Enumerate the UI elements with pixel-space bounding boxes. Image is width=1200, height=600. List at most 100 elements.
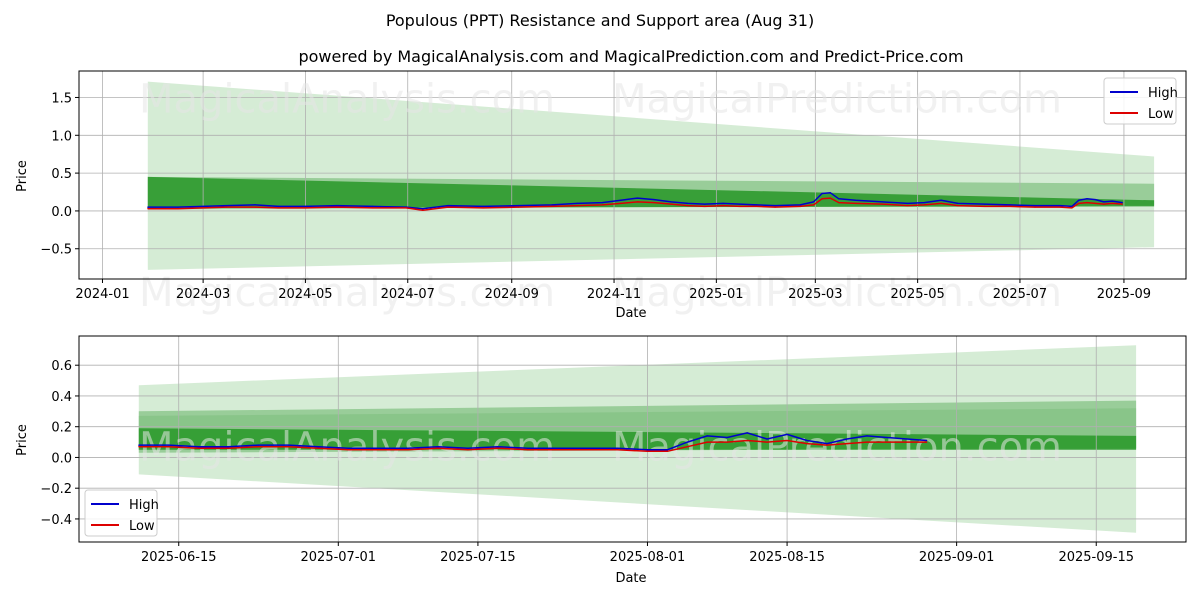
data-point-low — [147, 208, 149, 210]
x-tick-label: 2024-01 — [75, 287, 129, 302]
data-point-high — [1111, 200, 1113, 202]
data-point-low — [774, 206, 776, 208]
axes-frame-bottom — [78, 335, 1187, 543]
x-tick-label: 2024-09 — [485, 287, 539, 302]
y-tick-label: 0.2 — [51, 421, 72, 436]
data-point-low — [866, 441, 868, 443]
data-point-low — [347, 449, 349, 451]
x-tick-label: 2025-08-01 — [610, 550, 686, 565]
data-point-low — [1111, 202, 1113, 204]
data-point-low — [926, 441, 928, 443]
data-point-high — [670, 201, 672, 203]
data-point-high — [620, 199, 622, 201]
data-point-high — [636, 197, 639, 199]
x-tick-label: 2025-07-15 — [440, 550, 516, 565]
data-point-low — [670, 203, 672, 205]
data-point-high — [646, 449, 649, 451]
y-tick-label: −0.2 — [40, 482, 72, 497]
data-point-low — [467, 449, 469, 451]
data-point-high — [838, 198, 840, 200]
data-point-low — [371, 207, 374, 209]
data-point-high — [437, 446, 439, 448]
data-point-high — [422, 208, 424, 210]
data-point-low — [766, 441, 768, 443]
y-tick-label: 0.4 — [51, 390, 72, 405]
series-lines-bottom — [138, 432, 928, 453]
data-point-high — [517, 205, 520, 207]
data-point-low — [829, 197, 832, 199]
data-point-high — [198, 446, 200, 448]
data-point-low — [1086, 202, 1088, 204]
data-point-low — [168, 446, 170, 448]
data-point-high — [226, 205, 228, 207]
data-point-high — [576, 202, 578, 204]
data-point-high — [317, 446, 319, 448]
data-point-low — [799, 205, 801, 207]
bands-top — [147, 81, 1155, 270]
data-point-low — [1034, 206, 1036, 208]
data-point-low — [726, 441, 728, 443]
data-point-low — [198, 447, 200, 449]
data-point-low — [278, 207, 280, 209]
data-point-low — [138, 446, 140, 448]
data-point-high — [347, 447, 349, 449]
legend-label-high: High — [1148, 86, 1178, 101]
legend-label-low: Low — [129, 519, 155, 534]
data-point-low — [228, 447, 230, 449]
data-point-high — [653, 199, 655, 201]
data-point-low — [527, 449, 529, 451]
data-point-high — [287, 444, 289, 446]
data-point-low — [739, 205, 741, 207]
data-point-low — [646, 450, 649, 452]
axes-frame-top — [78, 70, 1187, 280]
data-point-high — [855, 199, 857, 201]
data-point-low — [746, 439, 748, 442]
data-point-low — [377, 449, 379, 451]
data-point-high — [147, 206, 149, 208]
data-point-low — [1071, 207, 1073, 209]
data-point-low — [497, 447, 499, 449]
ticks-bottom: 2025-06-15 2025-07-01 2025-07-15 2025-08-01… — [40, 359, 1134, 565]
data-point-low — [1103, 203, 1105, 205]
data-point-high — [407, 447, 409, 449]
data-point-high — [739, 203, 741, 205]
series-lines-top — [147, 192, 1123, 211]
band-light-top — [147, 81, 1155, 270]
data-point-low — [855, 202, 857, 204]
data-point-high — [881, 201, 884, 203]
data-point-low — [1059, 206, 1061, 208]
figure-suptitle: Populous (PPT) Resistance and Support ar… — [386, 11, 814, 30]
data-point-low — [407, 449, 409, 451]
data-point-low — [601, 204, 603, 206]
data-point-low — [907, 205, 909, 207]
x-tick-label: 2025-03 — [788, 287, 842, 302]
data-point-low — [551, 205, 553, 207]
y-tick-label: 0.6 — [51, 359, 72, 374]
data-point-low — [826, 444, 828, 446]
data-point-high — [726, 436, 728, 439]
data-point-low — [226, 206, 228, 208]
data-point-high — [1121, 202, 1123, 204]
x-tick-label: 2025-09 — [1097, 287, 1151, 302]
data-point-high — [254, 204, 256, 206]
x-tick-label: 2025-06-15 — [141, 550, 217, 565]
data-point-low — [1009, 205, 1011, 207]
data-point-low — [957, 205, 959, 207]
data-point-low — [940, 202, 942, 204]
y-axis-label-top: Price — [15, 160, 30, 192]
legend-bottom: High Low — [84, 489, 159, 537]
data-point-low — [177, 208, 179, 210]
y-tick-label: −0.4 — [40, 513, 72, 528]
data-point-high — [202, 205, 204, 207]
data-point-low — [984, 205, 986, 207]
x-tick-label: 2025-09-01 — [919, 550, 995, 565]
data-point-high — [228, 446, 230, 448]
data-point-low — [257, 446, 260, 448]
gridlines-top — [79, 71, 1186, 279]
data-point-high — [774, 205, 776, 207]
data-point-high — [786, 433, 788, 435]
y-axis-label-bottom: Price — [15, 424, 30, 456]
x-tick-label: 2024-07 — [381, 287, 435, 302]
y-tick-label: 0.5 — [51, 167, 72, 182]
data-point-low — [686, 446, 689, 448]
